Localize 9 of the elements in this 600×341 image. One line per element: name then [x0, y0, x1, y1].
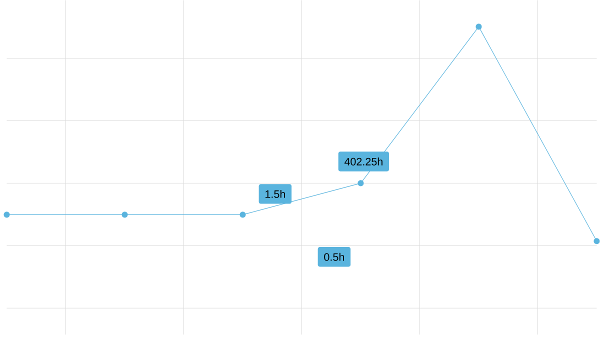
annotation: 402.25h [344, 157, 382, 166]
point [240, 212, 246, 218]
annotation: 1.5h [266, 190, 285, 198]
point [476, 24, 482, 30]
point [4, 212, 10, 218]
point [358, 180, 364, 186]
point [594, 238, 600, 244]
annotation: 0.5h [324, 252, 344, 261]
point [122, 212, 128, 218]
